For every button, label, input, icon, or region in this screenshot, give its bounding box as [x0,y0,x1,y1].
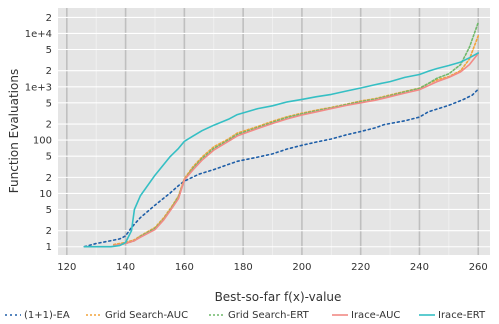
y-tick-label: 1 [46,242,52,253]
y-tick-label: 5 [46,152,52,163]
x-axis-title: Best-so-far f(x)-value [215,290,342,304]
x-tick-label: 240 [410,262,429,273]
legend-label: Grid Search-AUC [105,310,188,321]
y-tick-label: 100 [33,136,52,147]
x-tick-label: 260 [469,262,488,273]
y-tick-label: 2 [46,66,52,77]
legend-label: Irace-AUC [351,310,400,321]
y-tick-label: 5 [46,98,52,109]
y-tick-labels: 1 2 5 10 2 5 100 2 5 1e+3 2 5 1e+4 2 [25,13,52,253]
y-tick-label: 5 [46,205,52,216]
x-tick-label: 160 [175,262,194,273]
legend-label: (1+1)-EA [24,310,70,321]
series-lines [83,21,480,248]
x-tick-label: 220 [351,262,370,273]
y-tick-label: 5 [46,45,52,56]
y-tick-label: 1e+3 [25,82,52,93]
x-tick-label: 120 [57,262,76,273]
series-line-irace-auc [113,52,480,247]
y-axis-title: Function Evaluations [7,69,21,193]
y-tick-label: 1e+4 [25,29,52,40]
x-tick-label: 140 [116,262,135,273]
legend: (1+1)-EA Grid Search-AUC Grid Search-ERT Ir… [5,310,486,321]
y-tick-label: 2 [46,120,52,131]
x-tick-label: 200 [292,262,311,273]
legend-label: Irace-ERT [438,310,486,321]
y-tick-label: 10 [39,189,52,200]
plot-background [58,8,490,255]
x-tick-label: 180 [234,262,253,273]
y-tick-label: 2 [46,226,52,237]
x-tick-labels: 120 140 160 180 200 220 240 260 [57,262,488,273]
y-tick-label: 2 [46,13,52,24]
series-line-irace-ert [83,52,480,248]
legend-label: Grid Search-ERT [228,310,310,321]
y-tick-label: 2 [46,173,52,184]
